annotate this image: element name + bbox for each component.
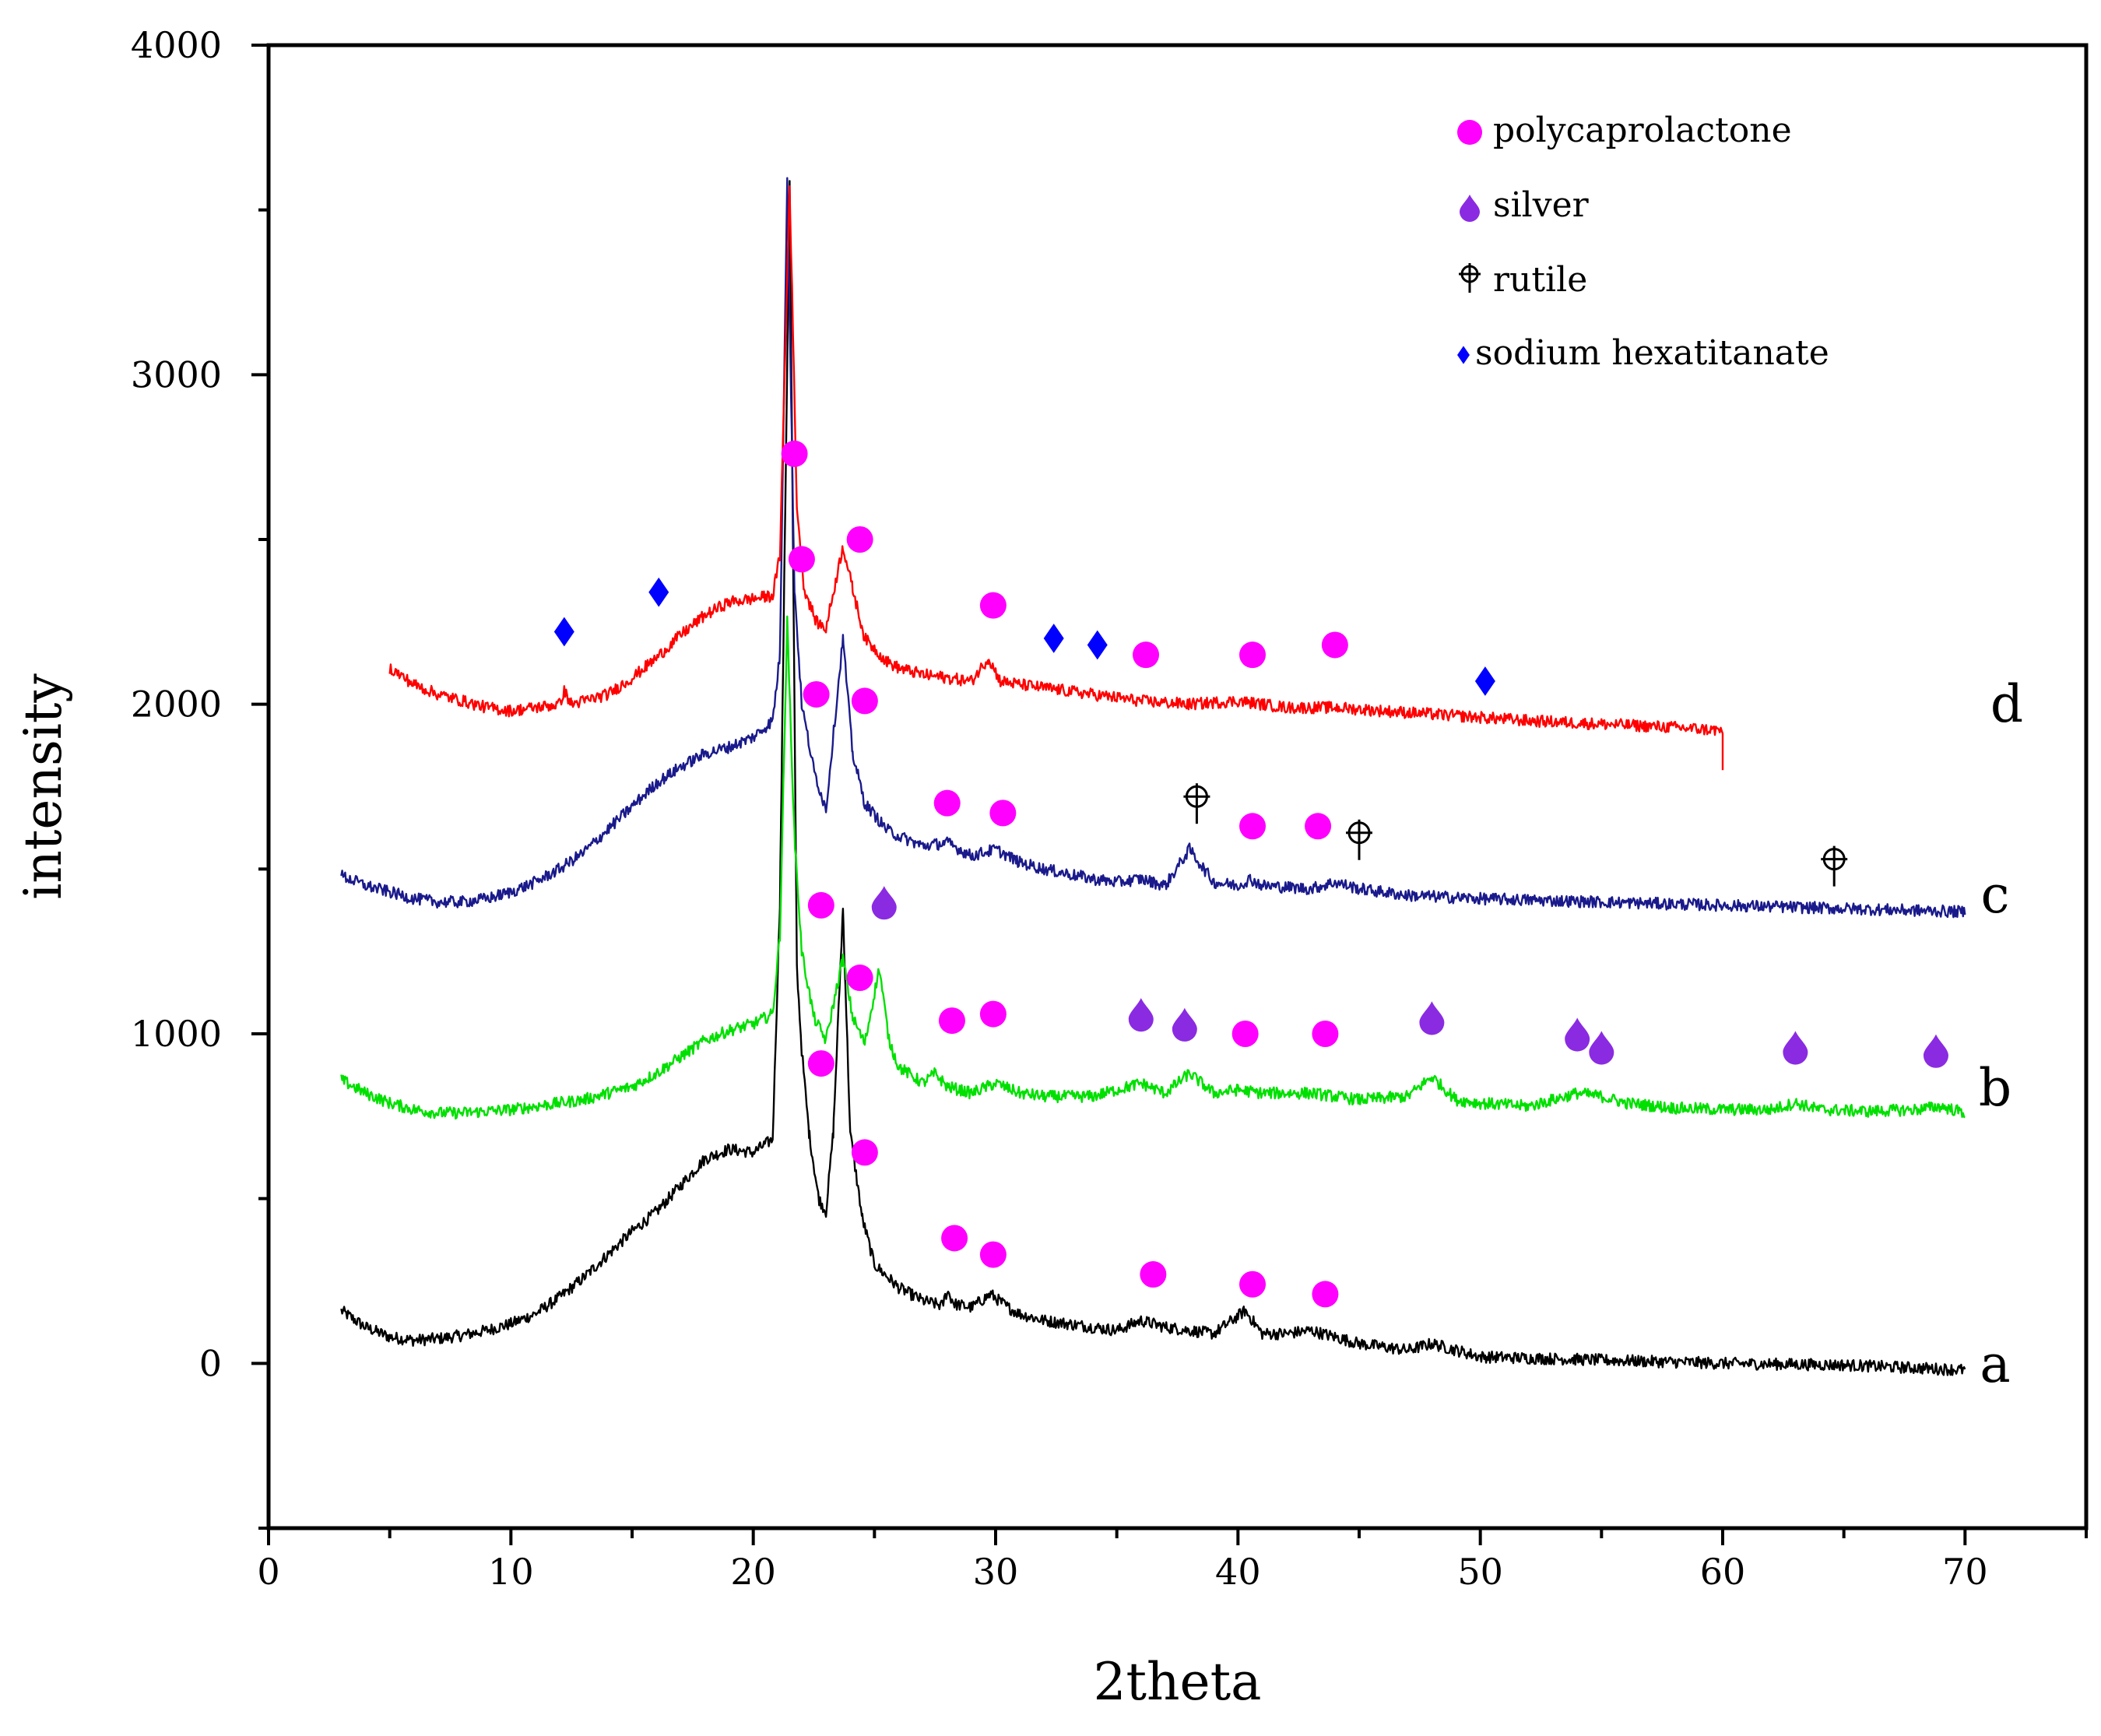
silver-marker [871,886,897,920]
sodium-hexatitanate-marker [1474,666,1495,696]
x-tick-label: 40 [1215,1551,1261,1593]
x-tick-label: 60 [1700,1551,1746,1593]
polycaprolactone-marker [933,789,961,817]
x-axis: 0 10 20 30 40 50 60 70 [257,1528,2088,1593]
polycaprolactone-marker [807,1050,834,1077]
series-line-c [340,177,1966,919]
series-layer [340,177,1966,1376]
polycaprolactone-marker [788,546,815,573]
polycaprolactone-marker [1239,813,1267,840]
trace-label-c: c [1981,865,2010,925]
series-line-a [340,180,1966,1376]
polycaprolactone-marker [851,1139,878,1166]
y-axis: 0 1000 2000 3000 4000 [131,24,269,1530]
trace-label-a: a [1980,1334,2010,1394]
x-tick-label: 20 [730,1551,776,1593]
y-axis-title: intensity [13,673,73,900]
polycaprolactone-marker [1321,631,1348,659]
y-tick-label: 4000 [131,24,222,66]
polycaprolactone-marker [846,965,873,992]
legend-label-sht: sodium hexatitanate [1475,333,1829,373]
polycaprolactone-marker [1312,1281,1339,1308]
x-axis-title: 2theta [1094,1652,1262,1712]
polycaprolactone-marker [1231,1021,1259,1047]
polycaprolactone-marker [1133,641,1160,669]
sodium-hexatitanate-marker [648,577,669,607]
x-tick-label: 10 [488,1551,534,1593]
rutile-marker [1183,783,1210,824]
silver-marker [1128,998,1154,1032]
trace-label-b: b [1979,1058,2011,1118]
rutile-marker [1346,819,1372,860]
polycaprolactone-marker [803,680,830,708]
sodium-hexatitanate-marker [1457,346,1470,364]
rutile-marker [1821,845,1848,887]
series-line-d [388,185,1724,771]
polycaprolactone-marker [979,592,1007,619]
polycaprolactone-marker [1312,1021,1339,1047]
trace-label-d: d [1990,674,2023,734]
markers-layer [553,440,1948,1308]
polycaprolactone-marker [851,687,878,715]
legend-label-rut: rutile [1493,260,1587,300]
polycaprolactone-marker [1140,1261,1167,1288]
polycaprolactone-marker [1239,641,1267,669]
silver-marker [1460,194,1480,222]
series-line-b [340,615,1966,1120]
polycaprolactone-marker [941,1225,968,1252]
y-tick-label: 0 [199,1342,222,1384]
polycaprolactone-marker [1239,1270,1267,1298]
trace-labels: a b c d [1979,674,2023,1394]
y-tick-label: 3000 [131,353,222,395]
polycaprolactone-marker [938,1007,965,1035]
legend-rutile-marker [1459,263,1481,293]
polycaprolactone-marker [979,1000,1007,1028]
x-tick-label: 70 [1942,1551,1988,1593]
sodium-hexatitanate-marker [553,617,574,647]
polycaprolactone-marker [1305,813,1332,840]
legend-label-pcl: polycaprolactone [1493,111,1792,150]
y-tick-label: 1000 [131,1013,222,1055]
silver-marker [1172,1007,1197,1042]
sodium-hexatitanate-marker [1087,630,1108,660]
legend: polycaprolactone silver rutile sodium hexat… [1457,111,1829,373]
silver-marker [1419,1001,1445,1035]
sodium-hexatitanate-marker [1043,624,1064,653]
polycaprolactone-marker [989,799,1017,827]
x-tick-label: 30 [973,1551,1019,1593]
polycaprolactone-marker [781,440,808,467]
x-tick-label: 0 [257,1551,279,1593]
x-tick-label: 50 [1457,1551,1503,1593]
silver-marker [1783,1031,1808,1065]
silver-marker [1923,1034,1948,1068]
polycaprolactone-marker [979,1241,1007,1268]
polycaprolactone-marker [846,526,873,553]
legend-label-ag: silver [1493,185,1590,225]
silver-marker [1589,1031,1614,1065]
polycaprolactone-marker [1457,120,1482,145]
silver-marker [1565,1017,1590,1052]
y-tick-label: 2000 [131,684,222,726]
polycaprolactone-marker [807,891,834,919]
plot-frame [266,43,2089,1530]
